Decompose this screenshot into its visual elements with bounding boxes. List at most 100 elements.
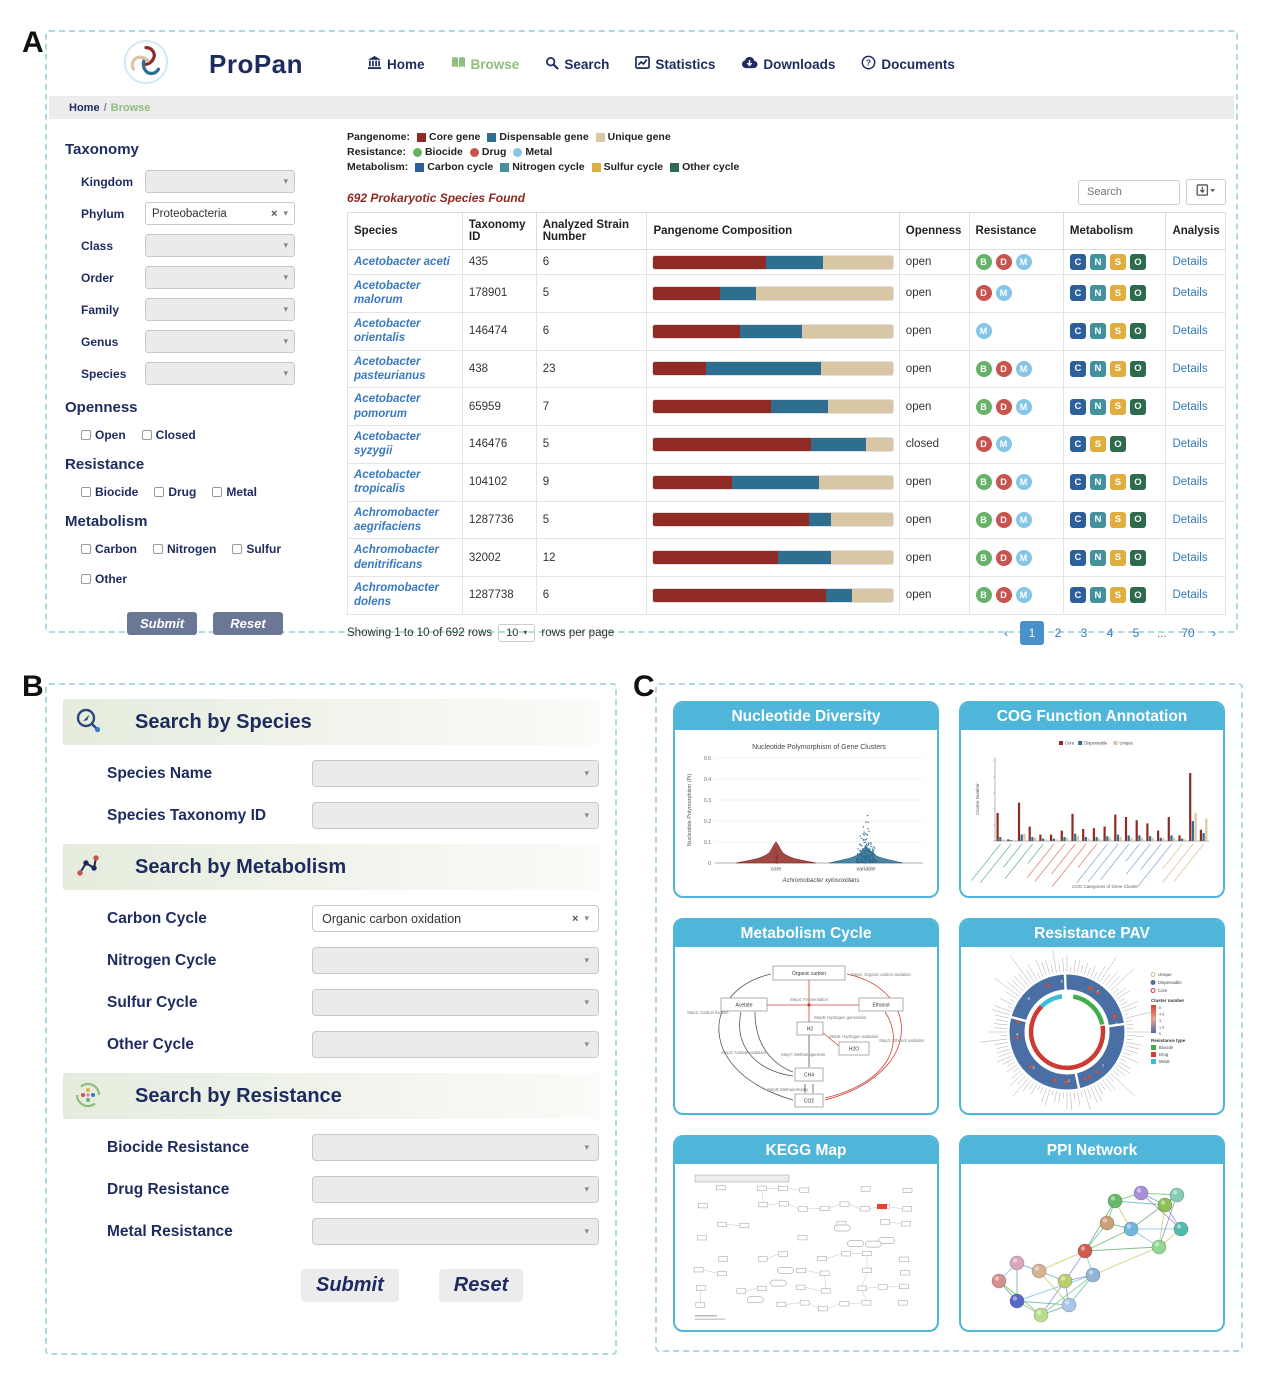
openness-checkbox-closed[interactable]: Closed [141, 428, 196, 442]
family-select[interactable]: ▾ [145, 298, 295, 321]
species-link[interactable]: Acetobacter malorum [354, 280, 421, 307]
details-link[interactable]: Details [1172, 287, 1208, 300]
strain-number-cell: 5 [535, 500, 648, 540]
table-search-input[interactable] [1078, 179, 1180, 205]
details-link[interactable]: Details [1172, 589, 1208, 602]
species-link[interactable]: Achromobacter aegrifaciens [354, 506, 439, 533]
metabolism-checkbox-carbon[interactable]: Carbon [81, 542, 137, 556]
search-submit-button[interactable]: Submit [301, 1269, 399, 1302]
sulfur-cycle-select[interactable]: ▾ [312, 989, 599, 1016]
export-button[interactable] [1186, 179, 1226, 205]
drug-resistance-select[interactable]: ▾ [312, 1176, 599, 1203]
genus-select[interactable]: ▾ [145, 330, 295, 353]
kingdom-select[interactable]: ▾ [145, 170, 295, 193]
pagination-page-1[interactable]: 1 [1020, 620, 1044, 645]
order-select[interactable]: ▾ [145, 266, 295, 289]
details-link[interactable]: Details [1172, 362, 1208, 375]
column-header-analyzed-strain-number[interactable]: Analyzed Strain Number [535, 212, 648, 250]
search-reset-button[interactable]: Reset [438, 1269, 524, 1302]
filter-reset-button[interactable]: Reset [213, 612, 283, 635]
species-link[interactable]: Acetobacter tropicalis [354, 468, 421, 496]
species-link[interactable]: Acetobacter orientalis [354, 317, 421, 345]
filter-submit-button[interactable]: Submit [127, 612, 197, 635]
details-link[interactable]: Details [1172, 256, 1208, 268]
biocide-resistance-select[interactable]: ▾ [312, 1134, 599, 1161]
page-size-select[interactable]: 10 ▾ [498, 623, 536, 642]
pagination-page-70[interactable]: 70 [1181, 625, 1195, 640]
nav-item-statistics[interactable]: Statistics [635, 55, 715, 73]
pagination-prev[interactable]: ‹ [1004, 625, 1008, 640]
card-resistance-pav[interactable]: Resistance PAV 1 2 3 4 5 6 7 8 Unique Dispensable C… [959, 918, 1225, 1115]
core-segment [653, 588, 826, 602]
pagination-page-5[interactable]: 5 [1132, 625, 1140, 640]
other-cycle-select[interactable]: ▾ [312, 1031, 599, 1058]
clear-icon[interactable]: × [572, 912, 579, 925]
checkbox-icon[interactable] [232, 544, 243, 554]
checkbox-icon[interactable] [212, 487, 223, 497]
checkbox-icon[interactable] [81, 544, 91, 554]
species-taxonomy-id-select[interactable]: ▾ [312, 802, 599, 829]
details-link[interactable]: Details [1172, 400, 1208, 413]
class-select[interactable]: ▾ [145, 234, 295, 257]
card-kegg-map[interactable]: KEGG Map [673, 1135, 939, 1332]
phylum-select[interactable]: Proteobacteria × ▾ [145, 202, 295, 225]
checkbox-icon[interactable] [154, 487, 165, 497]
card-ppi-network[interactable]: PPI Network [959, 1135, 1225, 1332]
card-metabolism-cycle[interactable]: Metabolism Cycle Organic carbon Acetate Eth… [673, 918, 939, 1115]
column-header-taxonomy-id[interactable]: Taxonomy ID [461, 212, 537, 250]
species-link[interactable]: Acetobacter pasteurianus [354, 355, 426, 382]
species-select[interactable]: ▾ [145, 362, 295, 385]
column-header-analysis[interactable]: Analysis [1165, 212, 1226, 250]
checkbox-icon[interactable] [153, 544, 163, 554]
nav-item-documents[interactable]: ? Documents [861, 55, 955, 73]
details-link[interactable]: Details [1172, 438, 1208, 451]
resistance-checkbox-metal[interactable]: Metal [212, 485, 257, 499]
clear-icon[interactable]: × [271, 207, 278, 220]
column-header-openness[interactable]: Openness [898, 212, 970, 250]
metabolism-checkbox-other[interactable]: Other [81, 572, 127, 586]
resistance-checkbox-drug[interactable]: Drug [154, 485, 196, 499]
species-link[interactable]: Achromobacter denitrificans [354, 544, 439, 571]
pagination-page-3[interactable]: 3 [1080, 625, 1088, 640]
details-link[interactable]: Details [1172, 551, 1208, 564]
details-link[interactable]: Details [1172, 476, 1208, 489]
details-link[interactable]: Details [1172, 325, 1208, 338]
nav-item-search[interactable]: Search [545, 56, 609, 73]
pagination-page-2[interactable]: 2 [1054, 625, 1062, 640]
species-name-select[interactable]: ▾ [312, 760, 599, 787]
column-header-species[interactable]: Species [347, 212, 463, 250]
pagination-page-4[interactable]: 4 [1106, 625, 1114, 640]
details-link[interactable]: Details [1172, 513, 1208, 526]
resistance-legend-line: Resistance: Biocide Drug Metal [347, 146, 1226, 158]
pagination-next[interactable]: › [1212, 625, 1216, 640]
nav-item-downloads[interactable]: Downloads [741, 56, 835, 72]
checkbox-icon[interactable] [81, 574, 91, 584]
column-header-pangenome-composition[interactable]: Pangenome Composition [646, 212, 900, 250]
breadcrumb-home[interactable]: Home [69, 101, 100, 114]
metabolism-checkbox-sulfur[interactable]: Sulfur [232, 542, 281, 556]
carbon-cycle-select[interactable]: Organic carbon oxidation × ▾ [312, 905, 599, 932]
resistance-legend-label: Resistance: [347, 146, 406, 158]
checkbox-icon[interactable] [81, 430, 91, 440]
brand[interactable]: ProPan [123, 39, 303, 90]
checkbox-icon[interactable] [141, 430, 152, 440]
species-link[interactable]: Acetobacter syzygii [354, 431, 421, 458]
select-value [322, 809, 584, 823]
column-header-metabolism[interactable]: Metabolism [1062, 212, 1167, 250]
card-nucleotide-diversity[interactable]: Nucleotide Diversity Nucleotide Polymorph… [673, 701, 939, 898]
nitrogen-cycle-select[interactable]: ▾ [312, 947, 599, 974]
openness-checkbox-open[interactable]: Open [81, 428, 126, 442]
metabolism-checkbox-nitrogen[interactable]: Nitrogen [153, 542, 216, 556]
card-cog-function-annotation[interactable]: COG Function Annotation Core Dispensable Un… [959, 701, 1225, 898]
column-header-resistance[interactable]: Resistance [968, 212, 1064, 250]
species-link[interactable]: Acetobacter aceti [354, 255, 450, 268]
metal-resistance-select[interactable]: ▾ [312, 1218, 599, 1245]
species-link[interactable]: Acetobacter pomorum [354, 393, 421, 420]
nav-item-home[interactable]: Home [367, 55, 425, 73]
openness-cell: open [898, 311, 970, 351]
checkbox-icon[interactable] [81, 487, 91, 497]
resistance-checkbox-biocide[interactable]: Biocide [81, 485, 138, 499]
species-link[interactable]: Achromobacter dolens [354, 582, 439, 609]
metabolism-badge-c: C [1069, 360, 1086, 377]
nav-item-browse[interactable]: Browse [451, 55, 519, 73]
